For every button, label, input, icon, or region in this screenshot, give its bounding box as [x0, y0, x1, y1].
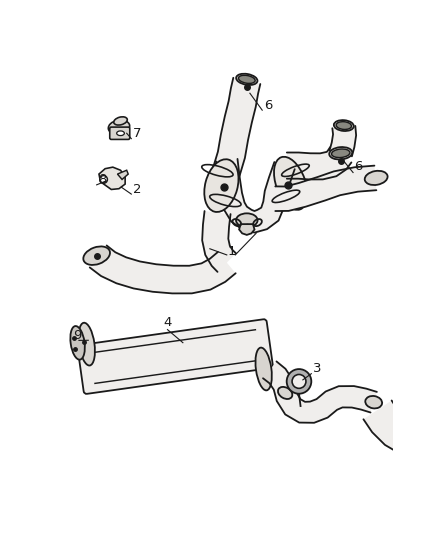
Ellipse shape — [71, 326, 85, 360]
Ellipse shape — [408, 383, 424, 394]
Polygon shape — [216, 159, 295, 232]
Ellipse shape — [329, 147, 352, 159]
Ellipse shape — [365, 171, 388, 185]
Ellipse shape — [332, 149, 350, 158]
Text: 3: 3 — [313, 362, 321, 375]
Ellipse shape — [108, 120, 130, 134]
Polygon shape — [202, 211, 236, 272]
Text: 8: 8 — [98, 173, 106, 187]
Circle shape — [287, 369, 311, 394]
Ellipse shape — [117, 131, 124, 135]
Polygon shape — [263, 361, 377, 423]
Text: 6: 6 — [264, 99, 272, 111]
Ellipse shape — [204, 159, 239, 212]
Text: 1: 1 — [227, 245, 236, 258]
Ellipse shape — [236, 74, 258, 85]
Polygon shape — [99, 167, 125, 189]
Text: 9: 9 — [73, 329, 81, 342]
Polygon shape — [239, 224, 254, 235]
FancyBboxPatch shape — [78, 319, 273, 394]
Ellipse shape — [274, 157, 307, 210]
Circle shape — [292, 375, 306, 389]
Ellipse shape — [236, 213, 258, 227]
Text: 7: 7 — [133, 127, 141, 140]
Polygon shape — [117, 170, 128, 180]
Ellipse shape — [278, 387, 292, 399]
Ellipse shape — [365, 396, 382, 408]
Ellipse shape — [238, 75, 255, 84]
Ellipse shape — [78, 323, 95, 366]
Ellipse shape — [336, 122, 352, 130]
Text: 2: 2 — [133, 183, 141, 196]
Ellipse shape — [334, 120, 354, 131]
Circle shape — [100, 175, 107, 183]
Polygon shape — [276, 166, 376, 211]
Ellipse shape — [255, 348, 272, 390]
Polygon shape — [208, 78, 260, 189]
Polygon shape — [330, 126, 356, 156]
Polygon shape — [287, 147, 351, 180]
Polygon shape — [364, 400, 438, 459]
Ellipse shape — [114, 117, 127, 125]
Ellipse shape — [83, 246, 110, 265]
Text: 4: 4 — [164, 316, 172, 329]
Polygon shape — [90, 246, 236, 293]
FancyBboxPatch shape — [110, 127, 130, 140]
Text: 6: 6 — [355, 160, 363, 173]
